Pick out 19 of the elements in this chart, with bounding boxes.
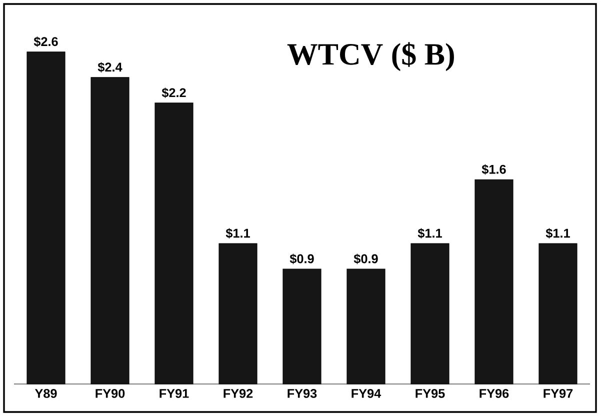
data-label: $2.4 <box>98 62 122 72</box>
data-label: $2.6 <box>34 36 58 47</box>
x-tick-label: FY93 <box>288 388 317 398</box>
data-label: $0.9 <box>354 254 378 264</box>
data-label: $0.9 <box>290 254 314 264</box>
x-tick-label: Y89 <box>34 388 57 398</box>
x-tick-label: FY95 <box>416 388 445 398</box>
data-label: $1.6 <box>482 164 506 175</box>
data-label: $1.1 <box>546 228 570 239</box>
x-tick-label: FY92 <box>224 388 253 398</box>
x-tick-label: FY97 <box>544 388 573 398</box>
x-tick-label: FY96 <box>480 388 509 398</box>
x-tick-label: FY94 <box>352 388 382 398</box>
data-label: $2.2 <box>162 88 186 98</box>
x-tick-label: FY91 <box>160 388 189 398</box>
data-label: $1.1 <box>418 228 442 239</box>
x-tick-label: FY90 <box>96 388 125 398</box>
chart-title: WTCV ($ B) <box>287 42 454 72</box>
data-label: $1.1 <box>226 228 250 239</box>
